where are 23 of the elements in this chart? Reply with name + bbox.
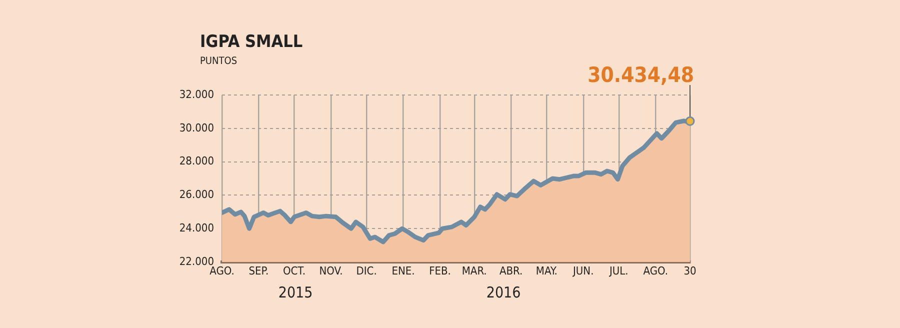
x-tick-label: MAY. <box>536 264 558 278</box>
x-tick-label: OCT. <box>282 264 306 278</box>
text: 2016 <box>486 283 521 302</box>
y-axis-title: PUNTOS <box>200 56 238 67</box>
y-tick-label: 24.000 <box>179 221 214 234</box>
y-tick-label: 30.000 <box>179 121 214 134</box>
x-tick-label: ENE. <box>392 264 415 278</box>
x-tick-label: 30 <box>684 264 696 278</box>
x-tick-label: ABR. <box>500 264 523 278</box>
x-tick-label: SEP. <box>248 264 269 278</box>
y-tick-label: 32.000 <box>179 88 214 101</box>
x-tick-label: DIC. <box>356 264 377 278</box>
x-tick-label: JUL. <box>608 264 628 278</box>
text: 2015 <box>278 283 313 302</box>
y-tick-label: 26.000 <box>179 188 214 202</box>
x-tick-label: MAR. <box>462 264 487 278</box>
annotation: 30.434,48 <box>588 63 694 87</box>
x-tick-label: JUN. <box>572 264 594 278</box>
chart-title: IGPA SMALL <box>200 32 303 52</box>
x-tick-label: AGO. <box>643 264 668 278</box>
x-tick-label: FEB. <box>429 264 451 278</box>
x-tick-label: NOV. <box>319 264 343 278</box>
y-tick-label: 28.000 <box>179 154 214 168</box>
